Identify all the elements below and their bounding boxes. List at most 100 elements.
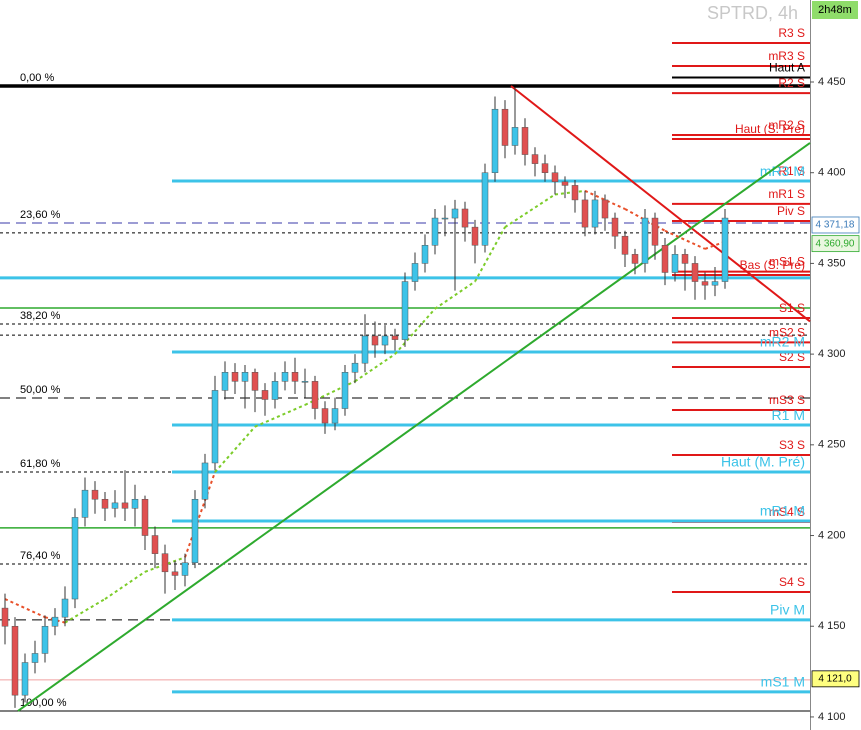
- moving-average: [624, 208, 666, 232]
- level-label: mS1 S: [769, 255, 805, 269]
- candle-body: [181, 562, 189, 576]
- level-label: mR2 S: [768, 118, 805, 132]
- level-label: Bas (S. Pré): [740, 258, 805, 272]
- price-tag-label: 4 121,0: [818, 673, 852, 684]
- moving-average: [474, 226, 506, 283]
- candle-body: [361, 335, 369, 364]
- candle-body: [451, 208, 459, 219]
- level-label: Haut A: [769, 61, 805, 75]
- candle-body: [601, 199, 609, 219]
- moving-average: [504, 193, 556, 228]
- level-label: mR3 S: [768, 49, 805, 63]
- moving-average: [4, 598, 46, 619]
- candle-body: [151, 535, 159, 554]
- level-label: 50,00 %: [20, 384, 61, 396]
- candle-body: [171, 571, 179, 576]
- candle-body: [191, 498, 199, 563]
- timer-box: [812, 1, 858, 19]
- candle-body: [391, 335, 399, 340]
- level-label: S4 S: [779, 575, 805, 589]
- level-label: R1 M: [772, 407, 805, 423]
- price-tag-label: 4 371,18: [816, 220, 855, 231]
- candle-body: [581, 199, 589, 228]
- candle-body: [141, 498, 149, 536]
- moving-average: [394, 308, 436, 355]
- y-tick-label: 4 400: [818, 167, 846, 179]
- level-label: S2 S: [779, 350, 805, 364]
- timer: 2h48m: [818, 4, 852, 16]
- candle-body: [231, 372, 239, 382]
- level-label: Piv M: [770, 602, 805, 618]
- candle-body: [591, 199, 599, 228]
- chart-title: SPTRD, 4h: [707, 3, 798, 23]
- candle-body: [281, 372, 289, 382]
- level-label: mR3 M: [760, 163, 805, 179]
- y-tick-label: 4 200: [818, 529, 846, 541]
- candle-body: [371, 335, 379, 346]
- candle-body: [241, 372, 249, 382]
- candle-body: [311, 381, 319, 409]
- price-tag-label: 4 360,90: [816, 238, 855, 249]
- moving-average: [64, 598, 106, 624]
- candle-body: [21, 662, 29, 696]
- candle-body: [81, 489, 89, 518]
- level-label: R3 S: [778, 26, 805, 40]
- level-label: 38,20 %: [20, 310, 61, 322]
- level-label: mR1 S: [768, 187, 805, 201]
- moving-average: [354, 353, 396, 383]
- candle-body: [261, 390, 269, 400]
- level-label: mS2 S: [769, 325, 805, 339]
- level-label: R2 S: [778, 76, 805, 90]
- y-tick-label: 4 250: [818, 439, 846, 451]
- level-label: 61,80 %: [20, 458, 61, 470]
- level-label: mR1 M: [760, 503, 805, 519]
- moving-average: [664, 229, 706, 250]
- level-label: mS1 M: [761, 674, 805, 690]
- candle-body: [721, 217, 729, 282]
- price-tag-box: [811, 670, 860, 688]
- candle-body: [551, 172, 559, 183]
- moving-average: [554, 189, 586, 196]
- y-tick-label: 4 150: [818, 620, 846, 632]
- candle-body: [211, 390, 219, 464]
- candle-body: [161, 553, 169, 573]
- candle-body: [101, 498, 109, 509]
- candle-body: [491, 108, 499, 173]
- level-label: mR2 M: [760, 334, 805, 350]
- candle-body: [51, 616, 59, 627]
- level-label: mS4 S: [769, 505, 805, 519]
- candle-body: [11, 625, 19, 696]
- candle-body: [441, 217, 449, 220]
- y-tick-label: 4 450: [818, 76, 846, 88]
- candle-body: [571, 185, 579, 201]
- candle-body: [61, 598, 69, 618]
- candle-body: [91, 489, 99, 500]
- candle-body: [201, 462, 209, 500]
- candle-body: [501, 108, 509, 146]
- candle-body: [611, 217, 619, 237]
- candle-body: [561, 181, 569, 186]
- candle-body: [41, 625, 49, 654]
- level-label: S3 S: [779, 438, 805, 452]
- level-label: 100,00 %: [20, 697, 67, 709]
- candle-body: [671, 254, 679, 273]
- candle-body: [301, 381, 309, 383]
- candle-body: [681, 254, 689, 264]
- moving-average: [214, 426, 256, 473]
- candle-body: [471, 226, 479, 246]
- y-tick-label: 4 300: [818, 348, 846, 360]
- moving-average: [104, 570, 146, 600]
- moving-average: [144, 556, 186, 573]
- candle-body: [541, 163, 549, 173]
- candle-body: [631, 254, 639, 264]
- candle-body: [651, 217, 659, 246]
- moving-average: [434, 280, 476, 310]
- candle-body: [691, 263, 699, 282]
- candle-body: [711, 281, 719, 286]
- level-label: Haut (S. Pré): [735, 122, 805, 136]
- candle-body: [401, 281, 409, 340]
- candle-body: [111, 502, 119, 509]
- y-tick-label: 4 100: [818, 711, 846, 723]
- candle-body: [661, 245, 669, 273]
- level-label: Haut (M. Pré): [721, 454, 805, 470]
